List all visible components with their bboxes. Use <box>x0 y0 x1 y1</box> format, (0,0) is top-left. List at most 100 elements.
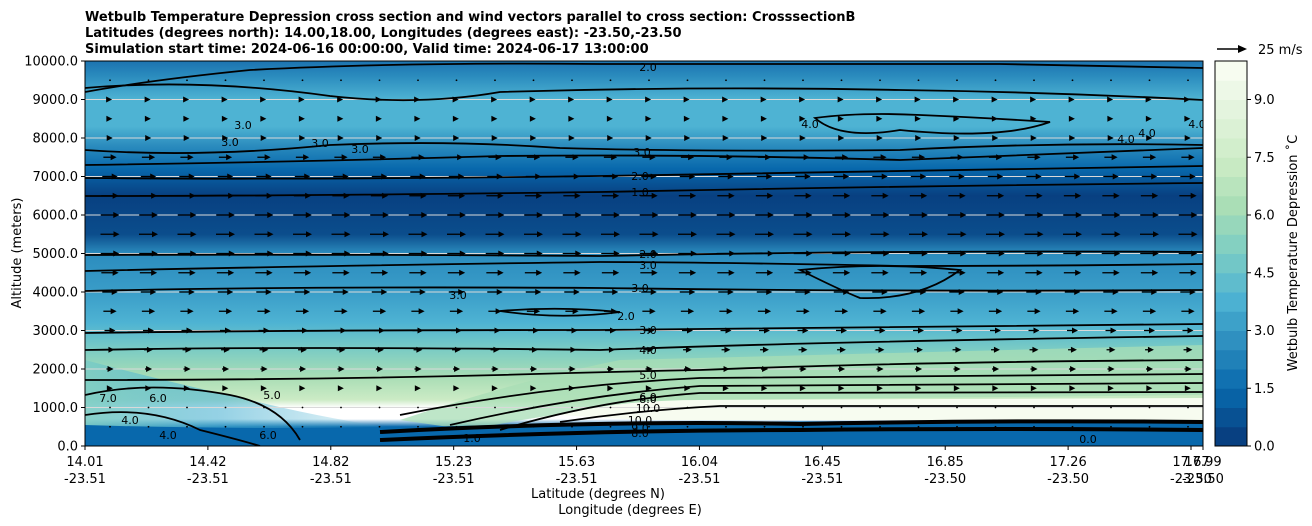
wind-vector <box>178 269 196 276</box>
wind-vector <box>756 173 773 180</box>
wind-vector <box>832 192 851 199</box>
wind-vector <box>257 154 271 161</box>
quiver-key-label: 25 m/s <box>1258 43 1303 58</box>
wind-vector <box>798 346 808 353</box>
contour-label: 10.0 <box>628 414 653 427</box>
wind-vector <box>139 212 158 218</box>
wind-vector <box>601 269 620 276</box>
chart-title-line-2: Latitudes (degrees north): 14.00,18.00, … <box>85 26 682 41</box>
wind-vector <box>601 231 620 238</box>
contour-label: 1.0 <box>463 432 481 445</box>
wind-vector <box>568 135 575 141</box>
wind-vector <box>571 406 573 409</box>
wind-vector <box>562 231 582 238</box>
wind-vector <box>797 327 809 334</box>
x-tick-label-lat: 17.67 <box>1172 455 1209 470</box>
wind-vector <box>642 308 656 315</box>
wind-vector <box>1025 269 1043 276</box>
wind-vector <box>609 425 612 428</box>
wind-vector <box>333 289 349 295</box>
wind-vector <box>260 96 267 103</box>
wind-vector <box>100 231 120 238</box>
wind-vector <box>216 269 235 276</box>
wind-vector <box>370 231 389 238</box>
wind-vector <box>683 115 690 122</box>
wind-vector <box>1063 192 1082 199</box>
contour-label: 3.0 <box>631 282 649 295</box>
y-tick-label: 5000.0 <box>33 247 79 262</box>
wind-vector <box>876 135 883 141</box>
wind-vector <box>1140 269 1159 276</box>
wind-vector <box>686 79 689 82</box>
wind-vector <box>183 115 190 122</box>
wind-vector <box>718 173 734 180</box>
wind-vector <box>1069 135 1076 141</box>
wind-vector <box>915 135 922 141</box>
y-axis: 0.0 1000.0 2000.0 3000.0 4000.0 5000.0 6000.0 7… <box>24 55 85 455</box>
wind-vector <box>879 425 881 428</box>
wind-vector <box>725 79 727 82</box>
contour-label: 4.0 <box>801 118 819 131</box>
wind-vector <box>530 385 537 392</box>
wind-vector <box>449 308 464 315</box>
wind-vector <box>447 269 466 276</box>
wind-vector <box>447 231 466 238</box>
wind-vector <box>295 308 310 315</box>
wind-vector <box>914 115 921 122</box>
wind-vector <box>417 79 419 82</box>
wind-vector <box>680 308 695 315</box>
wind-vector <box>994 406 997 409</box>
wind-vector <box>1071 79 1074 82</box>
x-tick-label-lon: -23.51 <box>801 472 843 487</box>
colorbar-band <box>1215 407 1247 428</box>
wind-vector <box>139 231 158 238</box>
wind-vector <box>1027 154 1041 161</box>
wind-vector <box>914 346 923 353</box>
contour-label: 8.0 <box>631 427 649 440</box>
y-tick-label: 1000.0 <box>33 401 79 416</box>
contour-line-upper-wave <box>85 83 1203 102</box>
wind-vector <box>334 154 348 161</box>
wind-vector <box>917 406 920 409</box>
wind-vector <box>1103 173 1119 180</box>
colorbar-tick-label: 9.0 <box>1254 93 1275 108</box>
wind-vector <box>760 346 769 353</box>
x-tick-label-lat: 17.26 <box>1050 455 1087 470</box>
y-tick-label: 10000.0 <box>24 55 78 70</box>
wind-vector <box>915 385 922 392</box>
wind-vector <box>1104 308 1118 315</box>
wind-vector <box>1144 327 1155 334</box>
wind-vector <box>991 346 1000 353</box>
wind-vector <box>299 385 306 392</box>
contour-line-3-0 <box>85 147 1203 166</box>
x-tick-label-lat: 14.01 <box>66 455 103 470</box>
wind-vector <box>485 231 505 238</box>
wind-vector <box>876 366 884 372</box>
wind-vector <box>991 366 1000 372</box>
x-tick-label-lat: 16.45 <box>804 455 841 470</box>
wind-vector <box>256 289 272 295</box>
wind-vector <box>645 135 652 141</box>
wind-vector <box>254 231 274 238</box>
wind-vector <box>837 115 844 122</box>
contour-label: 4.0 <box>1138 127 1156 140</box>
wind-vector <box>913 327 924 334</box>
wind-vector <box>1180 173 1196 180</box>
wind-vector <box>872 173 888 180</box>
wind-vector <box>491 115 498 122</box>
wind-vector <box>1033 406 1035 409</box>
contour-label: 3.0 <box>639 324 657 337</box>
wind-vector <box>799 135 806 141</box>
wind-vector <box>799 385 806 392</box>
wind-vector <box>408 212 428 218</box>
contour-label: 3.0 <box>633 146 651 159</box>
x-tick-label-lon: -23.50 <box>924 472 966 487</box>
wind-vector <box>1182 327 1194 334</box>
wind-vector <box>871 269 889 276</box>
wind-vector <box>378 425 381 428</box>
wind-vector <box>144 366 153 372</box>
wind-vector <box>951 327 963 334</box>
wind-vector <box>986 212 1005 218</box>
wind-vector <box>491 366 499 372</box>
wind-vector <box>224 425 227 428</box>
